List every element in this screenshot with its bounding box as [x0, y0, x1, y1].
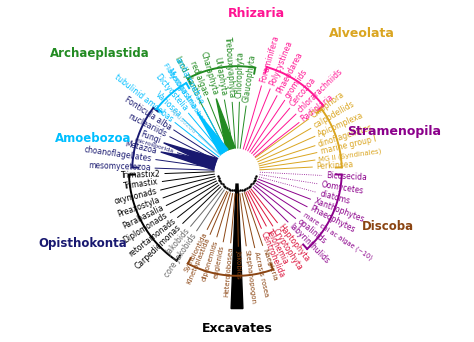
- Text: Fonticula alba: Fonticula alba: [123, 95, 173, 132]
- Text: Metazoa: Metazoa: [124, 139, 158, 155]
- Text: Amoebozoa: Amoebozoa: [55, 132, 131, 145]
- Polygon shape: [231, 184, 243, 308]
- Text: Stramenopila: Stramenopila: [347, 125, 441, 138]
- Text: Discoba: Discoba: [362, 220, 414, 233]
- Text: gromiids: gromiids: [283, 67, 309, 100]
- Text: Trebouxyaphyta: Trebouxyaphyta: [223, 37, 237, 99]
- Text: opalinids: opalinids: [296, 218, 328, 246]
- Text: Excavates: Excavates: [201, 322, 273, 335]
- Polygon shape: [197, 111, 228, 155]
- Text: diplonemids: diplonemids: [201, 240, 219, 282]
- Text: Dictyostelia: Dictyostelia: [154, 73, 190, 113]
- Polygon shape: [161, 152, 216, 170]
- Text: Naegleria: Naegleria: [261, 248, 278, 282]
- Text: Diplomonads: Diplomonads: [122, 211, 169, 245]
- Text: Symbiontida: Symbiontida: [183, 232, 208, 273]
- Text: Apusozoa: Apusozoa: [169, 107, 198, 135]
- Text: choanoflagellates: choanoflagellates: [84, 145, 153, 163]
- Text: Acrasis rosea: Acrasis rosea: [253, 251, 269, 297]
- Text: Ulvaphyta: Ulvaphyta: [212, 57, 228, 97]
- Text: Haptophyta: Haptophyta: [276, 223, 311, 264]
- Text: Charaphyta: Charaphyta: [199, 50, 219, 96]
- Text: Variosea: Variosea: [153, 90, 183, 119]
- Text: diatoms: diatoms: [319, 189, 351, 206]
- Text: Stephanopogon: Stephanopogon: [244, 249, 256, 305]
- Text: Cryptophyta: Cryptophyta: [271, 227, 305, 272]
- Text: Archaeplastida: Archaeplastida: [50, 47, 149, 60]
- Text: Flabellinid amoebas: Flabellinid amoebas: [162, 62, 206, 123]
- Text: oxymonads: oxymonads: [113, 187, 158, 206]
- Text: labyrinthulids: labyrinthulids: [288, 222, 331, 265]
- Text: chlorarachniids: chlorarachniids: [296, 67, 345, 115]
- Text: Oomycetes: Oomycetes: [321, 180, 365, 196]
- Text: Phaeodarea: Phaeodarea: [275, 50, 304, 94]
- Text: nucleariids: nucleariids: [127, 112, 168, 139]
- Text: core Jakobids: core Jakobids: [163, 232, 198, 279]
- Text: Parabasalia: Parabasalia: [121, 203, 165, 231]
- Polygon shape: [164, 143, 217, 167]
- Text: Phaeophytes: Phaeophytes: [309, 205, 356, 235]
- Text: microsporida: microsporida: [134, 137, 174, 154]
- Text: Jakobids: Jakobids: [236, 250, 242, 279]
- Text: Jakobids: Jakobids: [164, 226, 191, 256]
- Text: Chlorophyta: Chlorophyta: [235, 51, 246, 98]
- Text: Ciliophora: Ciliophora: [309, 90, 346, 120]
- Text: tubulinid amoebas: tubulinid amoebas: [113, 73, 175, 124]
- Text: Radiolaria: Radiolaria: [299, 93, 336, 124]
- Text: red algae: red algae: [188, 59, 210, 96]
- Text: Bicosecida: Bicosecida: [326, 171, 367, 182]
- Text: mare chi ac algae (~10): mare chi ac algae (~10): [301, 211, 373, 261]
- Text: Foraminifera: Foraminifera: [258, 34, 280, 83]
- Text: Polycystinea: Polycystinea: [267, 39, 294, 87]
- Text: Glaucophyta: Glaucophyta: [242, 53, 258, 103]
- Text: Centrohelida: Centrohelida: [259, 230, 286, 279]
- Text: Perkinsea: Perkinsea: [316, 160, 354, 171]
- Text: Cercozoa: Cercozoa: [289, 75, 318, 108]
- Text: Fungi: Fungi: [139, 130, 162, 146]
- Text: retortamonads: retortamonads: [127, 216, 177, 259]
- Text: land plants: land plants: [173, 55, 201, 97]
- Text: Carpediemonas: Carpediemonas: [134, 223, 183, 271]
- Text: Opisthokonta: Opisthokonta: [39, 237, 128, 250]
- Text: Trimastix: Trimastix: [123, 177, 159, 192]
- Polygon shape: [216, 98, 235, 150]
- Text: Trimastix2: Trimastix2: [121, 169, 161, 180]
- Text: Rhizaria: Rhizaria: [228, 7, 285, 20]
- Text: euglenids: euglenids: [213, 245, 226, 279]
- Text: Kinetoplastida: Kinetoplastida: [186, 237, 211, 285]
- Text: Myxogastria: Myxogastria: [164, 67, 198, 110]
- Text: Telonemia: Telonemia: [264, 227, 290, 266]
- Text: mesomycetozoa: mesomycetozoa: [89, 161, 151, 172]
- Text: calpodellids: calpodellids: [312, 100, 356, 130]
- Text: archamoebae: archamoebae: [173, 55, 205, 106]
- Text: Alveolata: Alveolata: [328, 27, 394, 40]
- Text: Preaxostyla: Preaxostyla: [116, 195, 161, 219]
- Text: Xanthophytes: Xanthophytes: [312, 196, 365, 224]
- Text: Heterolobosea: Heterolobosea: [223, 247, 233, 297]
- Text: MG II (Syndinales): MG II (Syndinales): [318, 147, 382, 163]
- Text: marine group I: marine group I: [319, 135, 377, 156]
- Text: dinoflagellates: dinoflagellates: [317, 123, 374, 149]
- Text: Apicomplexa: Apicomplexa: [317, 110, 365, 139]
